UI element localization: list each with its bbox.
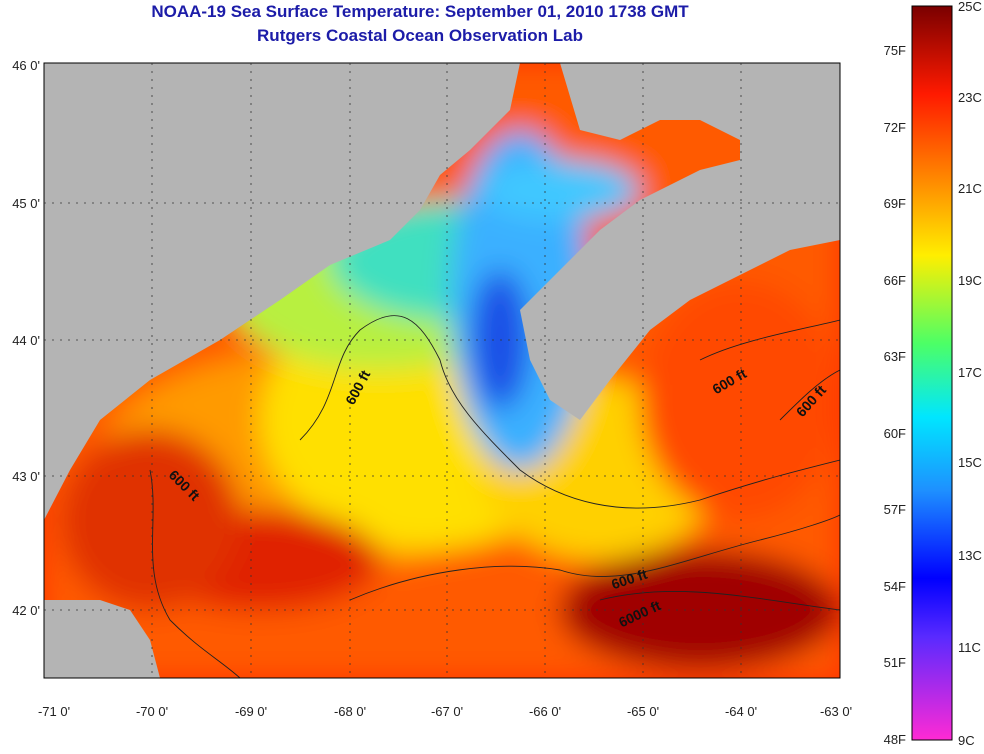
temperature-field [44, 63, 840, 678]
colorbar-fahrenheit-label: 48F [884, 732, 906, 747]
lon-tick: -63 0' [820, 704, 852, 719]
colorbar-celsius-label: 23C [958, 90, 982, 105]
lat-tick: 44 0' [12, 333, 40, 348]
colorbar-fahrenheit-label: 72F [884, 120, 906, 135]
graticule [44, 63, 840, 678]
lat-tick: 43 0' [12, 469, 40, 484]
colorbar-fahrenheit-label: 63F [884, 349, 906, 364]
colorbar-fahrenheit-label: 66F [884, 273, 906, 288]
colorbar-fahrenheit-label: 60F [884, 426, 906, 441]
land [44, 63, 840, 678]
colorbar-fahrenheit-label: 75F [884, 43, 906, 58]
depth-contours [149, 315, 840, 678]
colorbar-celsius-label: 17C [958, 365, 982, 380]
colorbar-celsius-label: 19C [958, 273, 982, 288]
colorbar [911, 5, 953, 741]
map-border [43, 62, 841, 679]
lat-tick: 42 0' [12, 603, 40, 618]
map-title: NOAA-19 Sea Surface Temperature: Septemb… [151, 2, 689, 21]
colorbar-fahrenheit-label: 54F [884, 579, 906, 594]
lon-tick: -68 0' [334, 704, 366, 719]
lon-tick: -69 0' [235, 704, 267, 719]
lat-tick: 45 0' [12, 196, 40, 211]
colorbar-fahrenheit-label: 57F [884, 502, 906, 517]
lon-tick: -65 0' [627, 704, 659, 719]
lon-tick: -64 0' [725, 704, 757, 719]
colorbar-fahrenheit-label: 51F [884, 655, 906, 670]
colorbar-celsius-label: 25C [958, 0, 982, 14]
lat-tick: 46 0' [12, 58, 40, 73]
colorbar-celsius-label: 15C [958, 455, 982, 470]
colorbar-fahrenheit-label: 69F [884, 196, 906, 211]
colorbar-celsius-label: 11C [958, 640, 981, 655]
colorbar-celsius-label: 13C [958, 548, 982, 563]
lon-tick: -67 0' [431, 704, 463, 719]
colorbar-celsius-label: 21C [958, 181, 982, 196]
map-subtitle: Rutgers Coastal Ocean Observation Lab [257, 26, 583, 45]
lon-tick: -70 0' [136, 704, 168, 719]
lon-tick: -66 0' [529, 704, 561, 719]
lon-tick: -71 0' [38, 704, 70, 719]
colorbar-celsius-label: 9C [958, 733, 975, 748]
